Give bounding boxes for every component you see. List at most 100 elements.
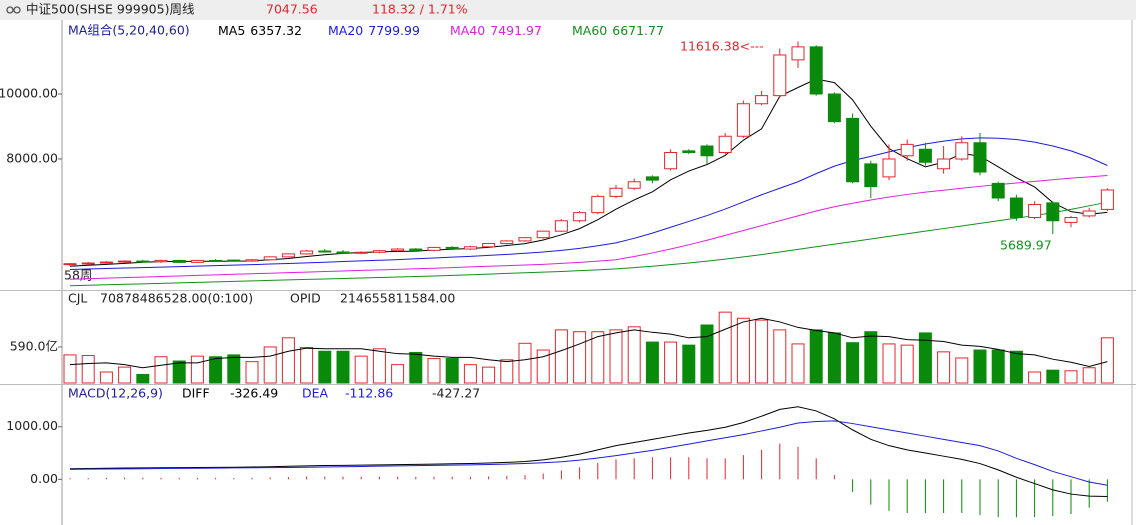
volume-bar [700,324,714,384]
header-price: 7047.56 [266,2,318,17]
candle-body [955,142,969,160]
candle-body [900,143,914,157]
volume-bar [682,344,696,384]
ma-line [69,137,1108,271]
candle-body [354,251,368,254]
volume-bar [900,344,914,384]
volume-bar [755,319,769,384]
volume-bar [463,364,477,384]
ma-legend-value: 6671.77 [612,23,664,38]
candle-body [1082,210,1096,217]
candle-body [755,95,769,105]
candle-body [627,181,641,189]
volume-bar [736,317,750,384]
ma-legend-title: MA组合(5,20,40,60) [68,23,190,38]
candle-body [1064,217,1078,223]
candle-body [846,117,860,183]
y-tick-label: 590.0亿 [10,338,58,353]
ma-legend-name: MA20 [328,23,363,38]
volume-bar [190,355,204,384]
volume-bar [209,356,223,384]
macd-legend-value: -112.86 [345,386,393,401]
volume-bar [1009,350,1023,384]
candle-body [518,237,532,242]
candle-body [482,243,496,248]
volume-bar [227,354,241,384]
volume-bar [391,364,405,384]
macd-line [69,406,1108,498]
candle-body [554,220,568,232]
high-annotation: 11616.38<--- [680,39,764,54]
volume-bar [154,356,168,384]
ma-legend: MA60 6671.77 [572,23,664,38]
candle-body [300,250,314,255]
ma-legend-value: 7491.97 [490,23,542,38]
ma-legend-name: MA60 [572,23,607,38]
candle-body [1046,202,1060,222]
volume-bar [300,347,314,384]
candle-body [682,150,696,154]
candle-body [918,148,932,163]
volume-bar [245,361,259,384]
macd-legend-name: DEA [302,386,329,401]
candle-body [536,230,550,239]
candle-body [409,248,423,251]
candle-body [664,152,678,170]
macd-legend-title: MACD(12,26,9) [68,386,163,401]
candle-body [500,240,514,245]
ma-line [69,175,1108,280]
ma-legend: MA20 7799.99 [328,23,420,38]
volume-bar [1046,369,1060,384]
header-title: 中证500(SHSE 999905)周线 [26,2,195,17]
candle-body [463,246,477,250]
macd-line [69,420,1108,486]
volume-legend: 70878486528.00(0:100) [100,291,253,306]
volume-bar [63,354,77,384]
header-bar [0,0,1136,20]
volume-bar [591,331,605,384]
ma-legend: MA5 6357.32 [218,23,302,38]
volume-bar [918,332,932,384]
ma-legend-value: 6357.32 [250,23,302,38]
volume-bar [172,360,186,384]
volume-bar [281,337,295,384]
candle-body [809,46,823,95]
volume-bar [536,349,550,384]
volume-bar [445,358,459,384]
volume-bar [664,341,678,384]
volume-bar [554,329,568,384]
volume-line [69,317,1108,369]
candle-body [245,259,259,262]
candle-body [427,246,441,251]
candle-body [190,259,204,263]
volume-bar [773,329,787,384]
macd-value: -427.27 [432,386,480,401]
candle-body [573,212,587,222]
volume-bar [573,331,587,384]
candle-body [591,195,605,214]
volume-bar [937,351,951,384]
candle-body [263,256,277,261]
volume-bar [791,343,805,384]
volume-bar [263,346,277,384]
volume-legend: CJL [68,291,87,306]
candle-body [154,259,168,263]
candle-body [99,261,113,264]
candle-body [937,158,951,170]
volume-bar [827,332,841,384]
volume-bar [955,357,969,384]
volume-bar [846,342,860,384]
macd-legend-value: -326.49 [230,386,278,401]
volume-bar [718,311,732,384]
ma-line [69,78,1108,267]
volume-bar [354,355,368,384]
candle-body [336,251,350,254]
candle-body [700,145,714,157]
volume-bar [1028,371,1042,384]
header-change: 118.32 / 1.71% [372,2,468,17]
volume-bar [809,329,823,384]
volume-bar [882,343,896,384]
candle-body [791,46,805,61]
volume-bar [864,331,878,384]
